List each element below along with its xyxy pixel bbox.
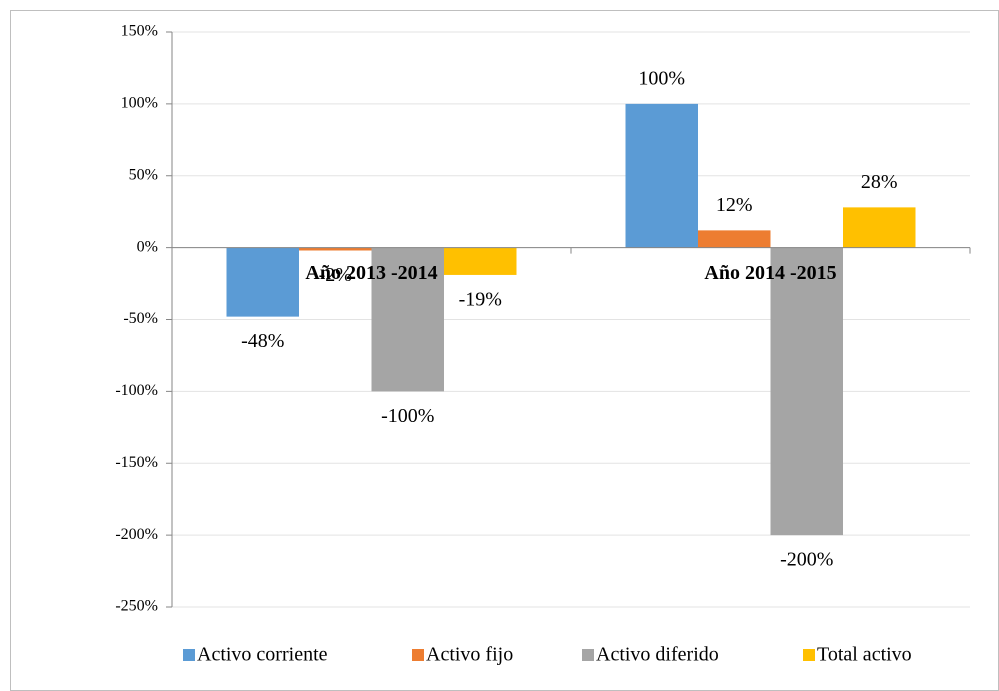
y-tick-label: -100%: [115, 382, 158, 399]
bar: [226, 247, 299, 317]
y-tick-label: -200%: [115, 526, 158, 543]
data-label: -200%: [780, 549, 833, 571]
y-tick-label: 150%: [121, 23, 158, 40]
data-label: -100%: [381, 405, 434, 427]
chart-frame: [10, 10, 999, 691]
bar: [299, 247, 372, 251]
y-tick-label: 0%: [137, 238, 158, 255]
x-tick-label: Año 2013 -2014: [305, 262, 437, 284]
legend-swatch: [412, 649, 424, 661]
y-tick-label: 50%: [129, 166, 158, 183]
bar: [843, 207, 916, 248]
data-label: 12%: [716, 194, 753, 216]
data-label: -48%: [241, 330, 284, 352]
bar: [444, 247, 517, 275]
y-tick-label: 100%: [121, 95, 158, 112]
y-tick-label: -150%: [115, 454, 158, 471]
bar: [698, 230, 771, 248]
y-tick-label: -250%: [115, 598, 158, 615]
legend-label: Activo corriente: [197, 644, 328, 666]
legend-label: Total activo: [817, 644, 912, 666]
data-label: -2%: [319, 264, 352, 286]
data-label: -19%: [459, 289, 502, 311]
bar: [770, 247, 843, 536]
x-tick-label: Año 2014 -2015: [704, 262, 836, 284]
legend-label: Activo fijo: [426, 644, 513, 666]
bar: [625, 103, 698, 248]
legend-swatch: [803, 649, 815, 661]
y-tick-label: -50%: [123, 310, 158, 327]
bar: [371, 247, 444, 392]
data-label: 28%: [861, 171, 898, 193]
data-label: 100%: [638, 67, 685, 89]
legend-swatch: [183, 649, 195, 661]
legend-label: Activo diferido: [596, 644, 719, 666]
legend-swatch: [582, 649, 594, 661]
